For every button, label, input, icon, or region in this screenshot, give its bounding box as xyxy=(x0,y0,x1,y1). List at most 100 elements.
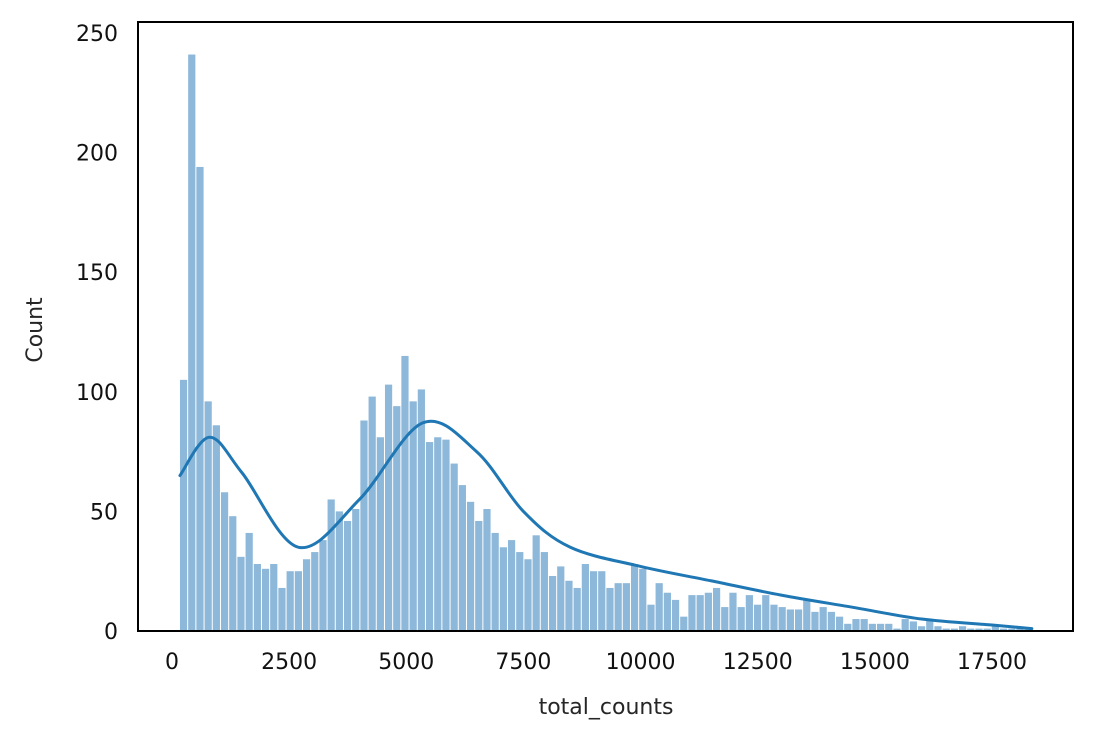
histogram-bar xyxy=(270,564,278,631)
histogram-bar xyxy=(950,628,958,631)
histogram-bar xyxy=(532,535,540,631)
histogram-bar xyxy=(499,547,507,631)
histogram-bar xyxy=(819,607,827,631)
histogram-bar xyxy=(524,559,532,631)
histogram-bars xyxy=(179,54,1032,631)
histogram-bar xyxy=(261,568,270,631)
y-tick-label: 200 xyxy=(76,142,118,167)
histogram-bar xyxy=(434,437,442,631)
histogram-bar xyxy=(868,623,876,631)
y-tick-label: 0 xyxy=(104,620,118,645)
histogram-bar xyxy=(835,616,844,631)
histogram-bar xyxy=(999,628,1008,631)
histogram-bar xyxy=(967,628,975,631)
histogram-bar xyxy=(450,463,458,631)
x-tick-label: 12500 xyxy=(723,650,793,675)
histogram-bar xyxy=(311,552,319,631)
histogram-bar xyxy=(253,564,261,631)
histogram-bar xyxy=(860,619,868,631)
histogram-bar xyxy=(237,556,245,631)
histogram-bar xyxy=(393,406,401,631)
histogram-bar xyxy=(188,54,196,631)
histogram-bar xyxy=(212,425,220,631)
plot-frame xyxy=(137,21,1074,632)
histogram-bar xyxy=(712,587,721,631)
histogram-bar xyxy=(991,626,999,631)
y-axis-ticks: 0 50 100 150 200 250 xyxy=(76,22,118,645)
histogram-bar xyxy=(598,571,606,631)
histogram-bar xyxy=(852,619,860,631)
histogram-bar xyxy=(483,509,491,631)
histogram-bar xyxy=(475,520,483,631)
histogram-bar xyxy=(778,607,786,631)
histogram-bar xyxy=(466,501,475,631)
histogram-bar xyxy=(688,595,696,631)
histogram-bar xyxy=(729,592,737,631)
x-tick-label: 15000 xyxy=(840,650,910,675)
histogram-bar xyxy=(704,592,712,631)
histogram-bar xyxy=(647,604,655,631)
histogram-bar xyxy=(581,564,589,631)
histogram-bar xyxy=(663,592,671,631)
histogram-bar xyxy=(680,616,688,631)
histogram-bar xyxy=(1024,628,1032,631)
histogram-bar xyxy=(417,389,425,631)
histogram-bar xyxy=(696,595,704,631)
histogram-bar xyxy=(885,623,893,631)
histogram-bar xyxy=(507,540,516,631)
histogram-bar xyxy=(909,621,917,631)
histogram-bar xyxy=(565,580,573,631)
histogram-bar xyxy=(573,587,581,631)
y-tick-label: 100 xyxy=(76,381,118,406)
histogram-bar xyxy=(917,626,926,631)
histogram-bar xyxy=(294,571,302,631)
x-axis-label: total_counts xyxy=(539,695,674,720)
histogram-bar xyxy=(220,492,229,631)
histogram-bar xyxy=(409,401,417,631)
histogram-bar xyxy=(548,575,557,631)
y-tick-label: 250 xyxy=(76,22,118,47)
x-tick-label: 2500 xyxy=(261,650,317,675)
histogram-bar xyxy=(286,571,294,631)
histogram-bar xyxy=(401,355,409,631)
histogram-bar xyxy=(360,420,368,631)
histogram-bar xyxy=(655,583,663,631)
histogram-bar xyxy=(179,379,188,631)
histogram-bar xyxy=(557,566,565,631)
histogram-bar xyxy=(737,607,745,631)
histogram-bar xyxy=(540,552,548,631)
histogram-bar xyxy=(319,540,327,631)
histogram-bar xyxy=(876,623,885,631)
x-tick-label: 17500 xyxy=(957,650,1027,675)
histogram-bar xyxy=(204,401,212,631)
histogram-bar xyxy=(942,628,950,631)
histogram-bar xyxy=(229,516,237,631)
histogram-bar xyxy=(589,571,598,631)
histogram-bar xyxy=(1016,628,1024,631)
histogram-bar xyxy=(302,559,311,631)
histogram-bar xyxy=(196,166,204,631)
histogram-bar xyxy=(622,583,630,631)
histogram-bar xyxy=(827,611,835,631)
y-axis-label: Count xyxy=(23,297,48,363)
histogram-bar xyxy=(1008,628,1016,631)
x-tick-label: 10000 xyxy=(606,650,676,675)
histogram-bar xyxy=(926,619,934,631)
histogram-bar xyxy=(327,499,335,631)
histogram-bar xyxy=(803,599,811,631)
histogram-bar xyxy=(516,552,524,631)
histogram-bar xyxy=(442,439,450,631)
histogram-bar xyxy=(425,442,434,631)
histogram-bar xyxy=(630,564,639,631)
kde-curve xyxy=(178,419,1034,631)
y-tick-label: 150 xyxy=(76,261,118,286)
histogram-bar xyxy=(614,583,622,631)
histogram-bar xyxy=(893,628,901,631)
x-tick-label: 0 xyxy=(165,650,179,675)
histogram-bar xyxy=(958,626,967,631)
histogram-bar xyxy=(721,607,729,631)
histogram-bar xyxy=(671,599,680,631)
histogram-bar xyxy=(458,485,466,631)
x-axis-ticks: 0 2500 5000 7500 10000 12500 15000 17500 xyxy=(165,650,1027,675)
